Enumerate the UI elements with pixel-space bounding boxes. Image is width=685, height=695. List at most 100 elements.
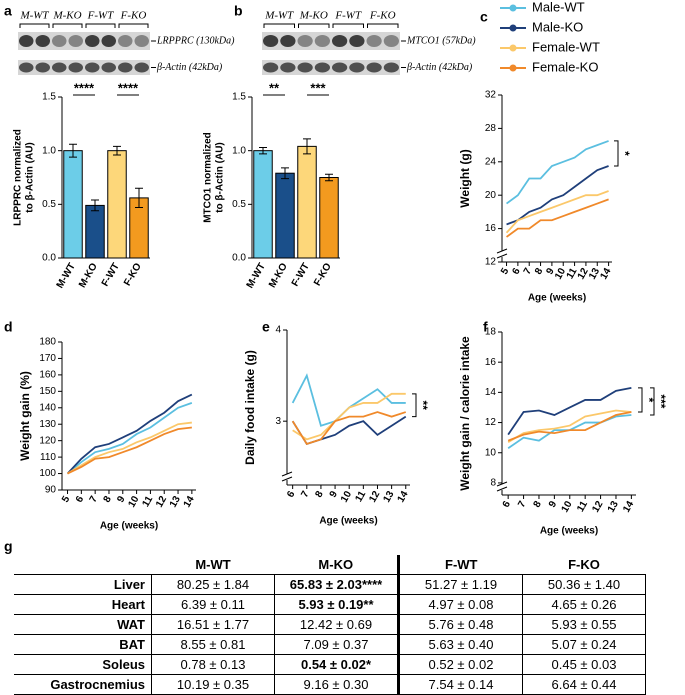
lane-bracket <box>52 23 83 28</box>
lane-label: M-KO <box>52 10 81 22</box>
error-bar <box>303 138 311 155</box>
x-tick-label: 10 <box>560 499 575 515</box>
sig-bracket <box>638 387 643 413</box>
blot-band <box>297 35 313 47</box>
blot-band <box>118 62 133 73</box>
legend-marker <box>509 64 517 72</box>
lane-bracket <box>298 23 330 28</box>
table-row: Soleus 0.78 ± 0.13 0.54 ± 0.02* 0.52 ± 0.02… <box>14 654 646 675</box>
x-tick-label: 13 <box>168 494 183 510</box>
panel-label: g <box>4 538 13 554</box>
blot-band <box>19 62 34 73</box>
y-tick-label: 1.0 <box>42 145 56 156</box>
y-tick-label: 90 <box>45 485 57 496</box>
x-tick-label: 14 <box>396 489 411 505</box>
blot-strip <box>18 32 150 50</box>
blot-band <box>118 35 133 47</box>
lane-bracket <box>85 23 116 28</box>
axis-break <box>496 486 508 492</box>
blot-band <box>297 62 313 73</box>
table-cell: 16.51 ± 1.77 <box>151 614 275 635</box>
bar <box>253 150 273 259</box>
blot-band <box>263 35 279 47</box>
x-axis-label: Age (weeks) <box>528 293 586 304</box>
y-tick-label: 180 <box>39 337 56 348</box>
error-bar <box>113 145 121 156</box>
significance: ** <box>269 80 280 95</box>
significance: * <box>618 151 632 156</box>
series-line <box>507 386 632 436</box>
lane-bracket <box>118 23 149 28</box>
y-tick-label: 170 <box>39 353 56 364</box>
table-cell: 8.55 ± 0.81 <box>151 634 275 655</box>
row-label: BAT <box>14 634 152 655</box>
axis-break <box>496 481 508 487</box>
table-row: WAT 16.51 ± 1.77 12.42 ± 0.69 5.76 ± 0.48 5.… <box>14 614 646 635</box>
blot-band <box>332 62 348 73</box>
x-tick-label: 9 <box>544 266 557 277</box>
table-cell: 4.97 ± 0.08 <box>397 594 523 615</box>
error-bar <box>135 187 143 209</box>
table-cell: 5.76 ± 0.48 <box>397 614 523 635</box>
table-cell: 5.07 ± 0.24 <box>522 634 646 655</box>
table-cell: 65.83 ± 2.03**** <box>274 574 399 595</box>
blot-band <box>101 35 116 47</box>
y-tick-label: 0.5 <box>232 199 246 210</box>
y-axis-label: MTCO1 normalized <box>203 132 214 223</box>
blot-band <box>35 62 50 73</box>
lane-bracket <box>367 23 399 28</box>
legend-label: Female-KO <box>532 59 598 74</box>
error-bar <box>259 146 267 155</box>
x-tick-label: 12 <box>154 494 169 510</box>
y-tick-label: 130 <box>39 419 56 430</box>
blot-band <box>280 35 296 47</box>
bar <box>63 150 83 259</box>
x-axis-label: Age (weeks) <box>100 521 158 532</box>
sig-bracket <box>650 387 655 416</box>
axis-break <box>496 253 508 259</box>
series-line <box>507 409 632 443</box>
blot-band <box>332 35 348 47</box>
legend-marker <box>509 4 517 12</box>
y-tick-label: 140 <box>39 402 56 413</box>
x-tick-label: M-WT <box>245 261 268 290</box>
series-line <box>291 373 406 427</box>
row-label: WAT <box>14 614 152 635</box>
series-line <box>505 190 609 234</box>
y-tick-label: 14 <box>485 387 497 398</box>
bar <box>297 145 317 259</box>
series-line <box>506 198 609 238</box>
table-cell: 10.19 ± 0.35 <box>151 674 275 695</box>
table-cell: 80.25 ± 1.84 <box>151 574 275 595</box>
legend-label: Female-WT <box>532 39 600 54</box>
blot-band <box>263 62 279 73</box>
x-tick-label: M-KO <box>267 261 290 290</box>
panel-label: b <box>234 3 243 19</box>
bar <box>107 150 127 259</box>
series-line <box>291 411 407 446</box>
y-axis-label: to β-Actin (AU) <box>25 142 36 213</box>
x-tick-label: 14 <box>621 499 636 515</box>
y-tick-label: 1.5 <box>42 92 56 103</box>
table-row: BAT 8.55 ± 0.81 7.09 ± 0.37 5.63 ± 0.40 5.07… <box>14 634 646 655</box>
table-cell: 0.45 ± 0.03 <box>522 654 646 675</box>
y-tick-label: 8 <box>490 478 496 489</box>
y-tick-label: 110 <box>40 452 56 463</box>
x-tick-label: 14 <box>598 266 613 282</box>
blot-strip <box>262 32 400 50</box>
axis-break <box>282 474 292 480</box>
x-tick-label: 5 <box>499 266 512 277</box>
y-tick-label: 150 <box>39 386 56 397</box>
x-tick-label: M-WT <box>55 261 78 290</box>
y-axis-label: Weight (g) <box>458 149 472 207</box>
y-tick-label: 20 <box>485 190 497 201</box>
panel-label: e <box>262 319 270 335</box>
series-line <box>67 421 192 475</box>
axis-break <box>281 471 293 477</box>
x-axis-label: Age (weeks) <box>319 516 377 527</box>
lane-label: M-WT <box>19 10 49 22</box>
row-label: Soleus <box>14 654 152 675</box>
blot-band <box>52 62 67 73</box>
blot-band <box>366 62 382 73</box>
error-bar <box>281 167 289 180</box>
